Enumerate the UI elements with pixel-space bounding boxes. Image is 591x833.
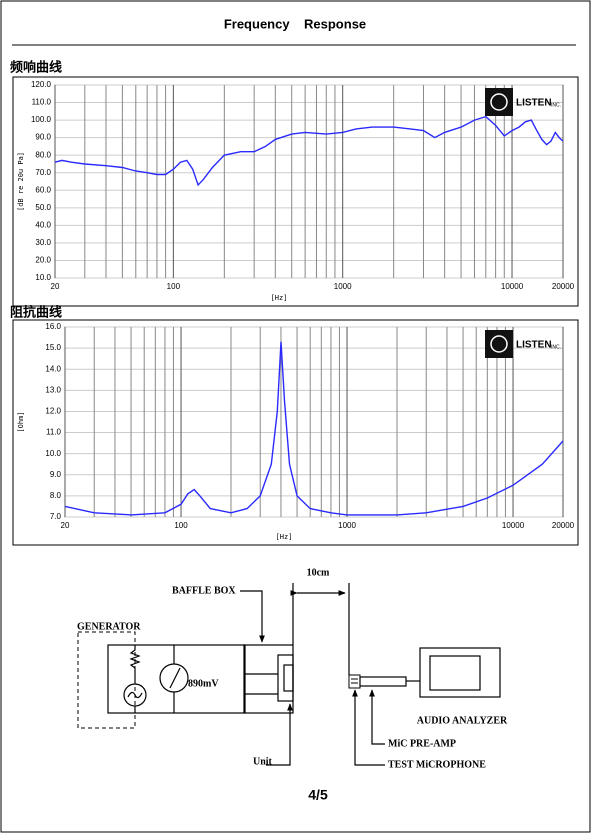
y-tick-label: 90.0	[35, 133, 51, 142]
y-tick-label: 14.0	[45, 364, 61, 373]
x-tick-label: 1000	[334, 282, 352, 291]
y-tick-label: 70.0	[35, 168, 51, 177]
leader	[369, 689, 385, 745]
analyzer	[419, 647, 501, 698]
response-line	[54, 115, 564, 187]
pre-amp	[359, 676, 407, 687]
plot-area	[54, 84, 564, 279]
y-tick-label: 9.0	[50, 470, 62, 479]
chart-title: 阻抗曲线	[10, 304, 62, 319]
x-tick-label: 100	[174, 521, 188, 530]
chart-title: 频响曲线	[10, 59, 62, 74]
x-axis-label: [Hz]	[271, 294, 288, 302]
logo-box	[485, 330, 513, 358]
y-tick-label: 10.0	[45, 449, 61, 458]
y-tick-label: 100.0	[31, 115, 52, 124]
leader	[240, 590, 265, 643]
y-tick-label: 30.0	[35, 238, 51, 247]
chart-frame	[12, 76, 579, 307]
logo-suffix: INC.	[551, 344, 561, 350]
y-tick-label: 15.0	[45, 343, 61, 352]
chart: 频响曲线 10.0 20.0 30.0 40.0 50.0 60.0 70.0 80.0 90.0…	[10, 59, 579, 307]
y-tick-label: 110.0	[32, 98, 52, 107]
pre-amp-label: MiC PRE-AMP	[388, 738, 456, 749]
test-setup-diagram: 10cm BAFFLE BOX GENERATOR 890mV Unit AUD…	[77, 567, 508, 770]
y-tick-label: 8.0	[50, 491, 62, 500]
speaker	[277, 654, 294, 702]
voltage-label: 890mV	[188, 678, 219, 689]
meter-needle	[169, 667, 181, 689]
meter	[159, 663, 189, 693]
logo-box	[485, 88, 513, 116]
test-mic-label: TEST MiCROPHONE	[388, 759, 486, 770]
microphone	[348, 674, 361, 689]
x-tick-label: 20000	[552, 521, 575, 530]
logo-text: LISTEN	[516, 98, 552, 109]
resistor	[129, 645, 141, 683]
header-title: Frequency Response	[224, 16, 366, 31]
source-wave	[127, 691, 143, 699]
analyzer-screen	[429, 655, 481, 691]
unit-label: Unit	[253, 756, 273, 767]
y-tick-label: 7.0	[50, 512, 62, 521]
x-tick-label: 20	[61, 521, 70, 530]
y-tick-label: 80.0	[35, 150, 51, 159]
generator-label: GENERATOR	[77, 621, 141, 632]
baffle-box-label: BAFFLE BOX	[172, 585, 236, 596]
y-tick-label: 120.0	[31, 80, 52, 89]
chart-frame	[12, 319, 579, 546]
y-axis-label: [Ohm]	[17, 411, 25, 432]
response-line	[64, 341, 564, 516]
analyzer-label: AUDIO ANALYZER	[417, 715, 508, 726]
y-tick-label: 12.0	[45, 407, 61, 416]
chart: 阻抗曲线 7.0 8.0 9.0 10.0 11.0 12.0 13.0 14.0 15.0 16.…	[10, 304, 579, 546]
leader	[266, 703, 293, 766]
x-tick-label: 10000	[502, 521, 525, 530]
circuit	[107, 644, 246, 714]
logo-suffix: INC.	[551, 102, 561, 108]
x-tick-label: 20000	[552, 282, 575, 291]
y-tick-label: 40.0	[35, 220, 51, 229]
logo-text: LISTEN	[516, 340, 552, 351]
x-tick-label: 10000	[501, 282, 524, 291]
speaker-cone	[283, 664, 294, 692]
y-tick-label: 20.0	[35, 256, 51, 265]
logo-mark	[490, 335, 508, 353]
x-tick-label: 20	[51, 282, 60, 291]
logo-mark	[490, 93, 508, 111]
x-tick-label: 100	[167, 282, 181, 291]
y-tick-label: 60.0	[35, 185, 51, 194]
y-tick-label: 11.0	[46, 428, 62, 437]
y-tick-label: 16.0	[45, 322, 61, 331]
page-number: 4/5	[308, 787, 328, 803]
y-axis-label: [dB re 20u Pa]	[17, 152, 25, 211]
distance-label: 10cm	[307, 567, 330, 578]
y-tick-label: 50.0	[35, 203, 51, 212]
leader	[352, 689, 385, 766]
y-tick-label: 13.0	[45, 385, 61, 394]
x-axis-label: [Hz]	[276, 533, 293, 541]
y-tick-label: 10.0	[35, 273, 51, 282]
x-tick-label: 1000	[338, 521, 356, 530]
